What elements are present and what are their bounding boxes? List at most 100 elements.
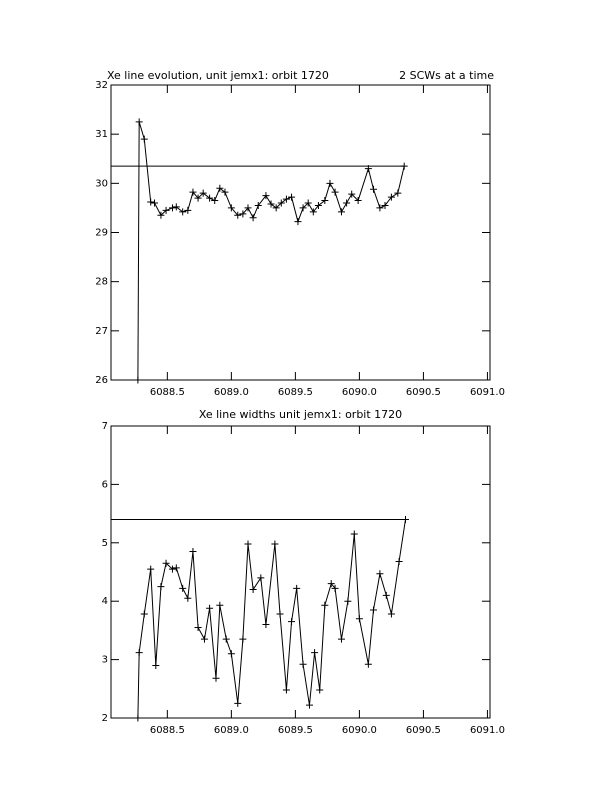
- data-point: [337, 208, 345, 216]
- y-tick-label: 27: [95, 326, 108, 337]
- data-point: [387, 193, 395, 201]
- data-point: [382, 591, 390, 599]
- y-tick-label: 26: [95, 375, 108, 386]
- data-point: [244, 204, 252, 212]
- data-point: [147, 198, 155, 206]
- data-point: [364, 165, 372, 173]
- data-point: [343, 199, 351, 207]
- x-tick-label: 6089.5: [278, 725, 313, 736]
- y-tick-label: 32: [95, 80, 108, 91]
- data-point: [309, 208, 317, 216]
- y-tick-label: 7: [102, 421, 108, 432]
- data-point: [282, 686, 290, 694]
- chart-subtitle: 2 SCWs at a time: [399, 69, 494, 82]
- data-point: [172, 203, 180, 211]
- data-point: [314, 201, 322, 209]
- data-point: [147, 565, 155, 573]
- data-point: [354, 197, 362, 205]
- chart-title: Xe line widths unit jemx1: orbit 1720: [199, 408, 402, 421]
- data-point: [134, 714, 142, 722]
- data-point: [271, 540, 279, 548]
- x-tick-label: 6090.0: [342, 725, 377, 736]
- data-line: [137, 519, 406, 719]
- data-point: [348, 190, 356, 198]
- data-point: [364, 660, 372, 668]
- data-point: [184, 206, 192, 214]
- data-point: [157, 583, 165, 591]
- data-point: [267, 200, 275, 208]
- data-point: [249, 214, 257, 222]
- data-point: [355, 615, 363, 623]
- data-point: [272, 204, 280, 212]
- x-tick-label: 6091.0: [470, 725, 505, 736]
- data-point: [376, 204, 384, 212]
- data-point: [162, 206, 170, 214]
- data-point: [293, 584, 301, 592]
- x-tick-label: 6090.5: [406, 387, 441, 398]
- data-point: [140, 610, 148, 618]
- data-point: [276, 610, 284, 618]
- data-point: [151, 199, 159, 207]
- data-point: [206, 194, 214, 202]
- data-point: [257, 574, 265, 582]
- data-point: [212, 674, 220, 682]
- data-point: [194, 623, 202, 631]
- x-tick-label: 6090.5: [406, 725, 441, 736]
- data-point: [376, 570, 384, 578]
- data-point: [401, 515, 409, 523]
- data-point: [331, 584, 339, 592]
- data-point: [179, 584, 187, 592]
- x-tick-label: 6089.5: [278, 387, 313, 398]
- x-tick-label: 6088.5: [150, 387, 185, 398]
- data-point: [381, 201, 389, 209]
- data-point: [400, 162, 408, 170]
- x-tick-label: 6091.0: [470, 387, 505, 398]
- y-tick-label: 5: [102, 538, 108, 549]
- data-point: [200, 635, 208, 643]
- data-point: [288, 618, 296, 626]
- data-point: [282, 195, 290, 203]
- data-point: [294, 218, 302, 226]
- data-point: [262, 192, 270, 200]
- data-point: [216, 601, 224, 609]
- data-point: [327, 580, 335, 588]
- data-point: [194, 194, 202, 202]
- data-point: [179, 208, 187, 216]
- y-tick-label: 4: [102, 596, 108, 607]
- data-point: [157, 211, 165, 219]
- data-point: [337, 635, 345, 643]
- data-point: [135, 649, 143, 657]
- data-point: [216, 184, 224, 192]
- data-point: [344, 597, 352, 605]
- data-point: [239, 210, 247, 218]
- x-tick-label: 6088.5: [150, 725, 185, 736]
- data-point: [227, 650, 235, 658]
- data-point: [189, 188, 197, 196]
- data-point: [234, 699, 242, 707]
- data-point: [299, 660, 307, 668]
- data-point: [227, 204, 235, 212]
- data-point: [172, 564, 180, 572]
- plot-frame: [110, 84, 491, 381]
- data-point: [234, 211, 242, 219]
- data-point: [206, 604, 214, 612]
- data-point: [321, 601, 329, 609]
- data-point: [184, 594, 192, 602]
- y-tick-label: 31: [95, 129, 108, 140]
- data-point: [331, 188, 339, 196]
- data-point: [387, 610, 395, 618]
- data-point: [326, 179, 334, 187]
- data-point: [311, 649, 319, 657]
- y-tick-label: 3: [102, 655, 108, 666]
- x-tick-label: 6089.0: [214, 387, 249, 398]
- chart-title: Xe line evolution, unit jemx1: orbit 172…: [107, 69, 329, 82]
- y-tick-label: 29: [95, 228, 108, 239]
- data-point: [395, 557, 403, 565]
- data-point: [369, 606, 377, 614]
- y-tick-label: 2: [102, 713, 108, 724]
- data-point: [162, 559, 170, 567]
- data-point: [394, 189, 402, 197]
- data-point: [134, 376, 142, 384]
